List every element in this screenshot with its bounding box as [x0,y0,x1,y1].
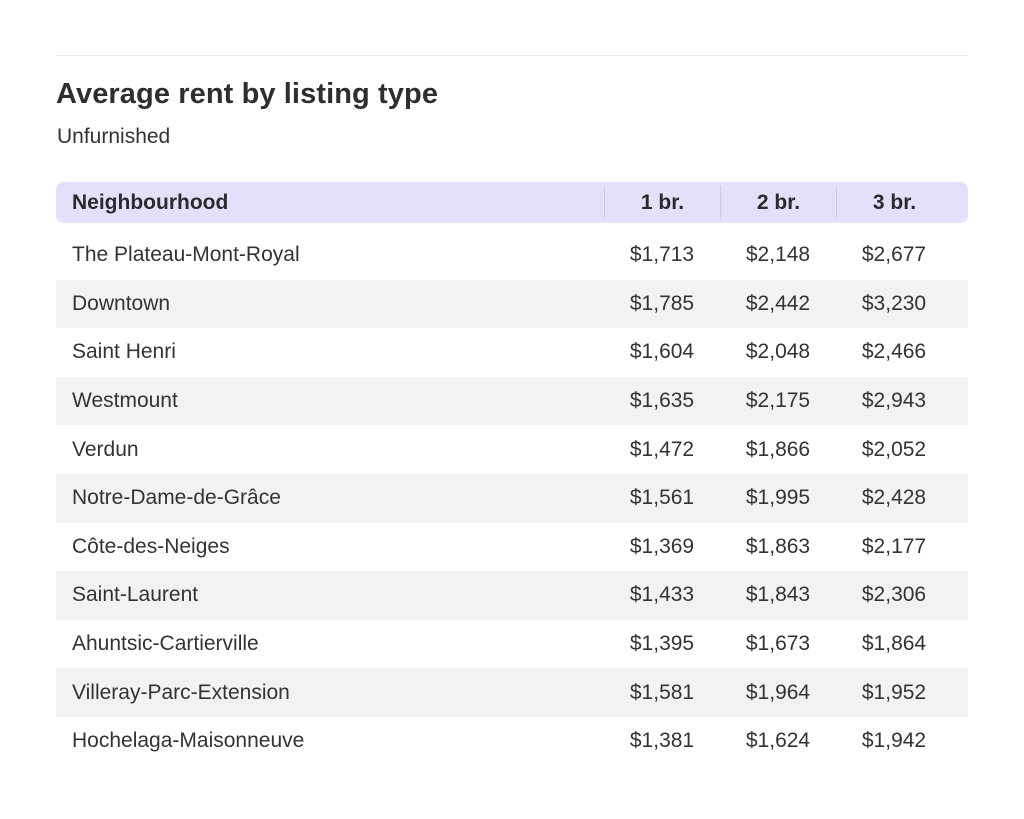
neighbourhood-cell: Downtown [72,291,171,315]
table-title: Average rent by listing type [56,78,439,110]
table-row: Westmount $1,635 $2,175 $2,943 [56,376,968,426]
rent-3br-cell: $1,952 [861,680,927,704]
table-row: Saint-Laurent $1,433 $1,843 $2,306 [56,571,968,620]
table-subtitle: Unfurnished [57,125,171,148]
table-row: Côte-des-Neiges $1,369 $1,863 $2,177 [56,523,968,572]
rent-2br-cell: $2,175 [745,389,811,413]
rent-2br-cell: $1,964 [745,680,811,704]
table-body: The Plateau-Mont-Royal $1,713 $2,148 $2,… [56,231,968,766]
rent-1br-cell: $1,785 [629,291,695,315]
table-row: Villeray-Parc-Extension $1,581 $1,964 $1… [56,668,968,717]
rent-3br-cell: $1,942 [861,729,927,753]
rent-2br-cell: $1,995 [745,486,811,510]
table-header-row: Neighbourhood 1 br. 2 br. 3 br. [56,182,968,223]
rent-2br-cell: $2,148 [745,243,811,267]
rent-3br-cell: $2,052 [861,437,927,461]
rent-1br-cell: $1,604 [629,340,695,364]
rent-3br-cell: $2,428 [861,486,927,510]
rent-2br-cell: $1,624 [745,729,811,753]
rent-1br-cell: $1,472 [629,437,695,461]
neighbourhood-cell: Saint-Laurent [72,583,199,607]
neighbourhood-cell: Notre-Dame-de-Grâce [72,486,281,510]
top-divider [56,55,968,56]
neighbourhood-cell: Côte-des-Neiges [72,534,230,558]
rent-1br-cell: $1,395 [629,632,695,656]
rent-2br-cell: $1,866 [745,437,811,461]
rent-1br-cell: $1,561 [629,486,695,510]
rent-3br-cell: $2,943 [861,389,927,413]
rent-2br-cell: $2,442 [745,291,811,315]
neighbourhood-cell: The Plateau-Mont-Royal [72,243,300,267]
rent-1br-cell: $1,635 [629,389,695,413]
rent-1br-cell: $1,369 [629,534,695,558]
rent-3br-cell: $1,864 [861,632,927,656]
column-header-3br: 3 br. [836,186,952,219]
rent-1br-cell: $1,381 [629,729,695,753]
column-header-2br: 2 br. [720,186,836,219]
table-row: Downtown $1,785 $2,442 $3,230 [56,279,968,329]
table-row: The Plateau-Mont-Royal $1,713 $2,148 $2,… [56,231,968,280]
neighbourhood-cell: Hochelaga-Maisonneuve [72,729,305,753]
table-row: Saint Henri $1,604 $2,048 $2,466 [56,328,968,377]
rent-table: Neighbourhood 1 br. 2 br. 3 br. The Plat… [56,182,968,766]
table-row: Ahuntsic-Cartierville $1,395 $1,673 $1,8… [56,620,968,669]
rent-3br-cell: $3,230 [861,291,927,315]
table-row: Notre-Dame-de-Grâce $1,561 $1,995 $2,428 [56,473,968,523]
table-row: Verdun $1,472 $1,866 $2,052 [56,425,968,474]
column-header-neighbourhood: Neighbourhood [72,191,229,214]
rent-2br-cell: $2,048 [745,340,811,364]
neighbourhood-cell: Ahuntsic-Cartierville [72,632,259,656]
rent-1br-cell: $1,581 [629,680,695,704]
rent-3br-cell: $2,177 [861,534,927,558]
rent-1br-cell: $1,713 [629,243,695,267]
rent-2br-cell: $1,843 [745,583,811,607]
table-row: Hochelaga-Maisonneuve $1,381 $1,624 $1,9… [56,717,968,766]
rent-2br-cell: $1,673 [745,632,811,656]
rent-3br-cell: $2,306 [861,583,927,607]
rent-3br-cell: $2,677 [861,243,927,267]
rent-2br-cell: $1,863 [745,534,811,558]
neighbourhood-cell: Saint Henri [72,340,176,364]
rent-3br-cell: $2,466 [861,340,927,364]
rent-1br-cell: $1,433 [629,583,695,607]
neighbourhood-cell: Verdun [72,437,139,461]
neighbourhood-cell: Westmount [72,389,178,413]
column-header-1br: 1 br. [604,186,720,219]
neighbourhood-cell: Villeray-Parc-Extension [72,680,290,704]
